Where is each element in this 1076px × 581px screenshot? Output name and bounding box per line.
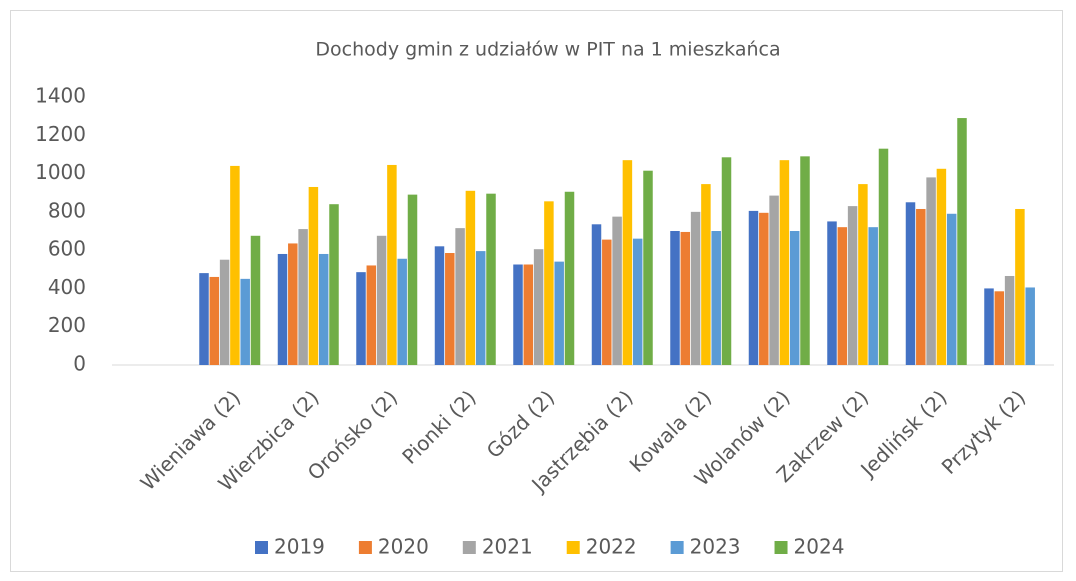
bar	[376, 235, 387, 365]
bar	[868, 227, 878, 365]
y-tick-label: 200	[48, 313, 86, 337]
bar	[366, 265, 377, 365]
bar	[779, 160, 790, 365]
bar	[486, 193, 496, 365]
bar	[957, 118, 967, 365]
bar	[827, 221, 837, 365]
legend-swatch	[566, 541, 580, 554]
bar	[800, 156, 810, 365]
bar	[591, 224, 602, 365]
chart-title: Dochody gmin z udziałów w PIT na 1 miesz…	[315, 39, 780, 61]
bar	[199, 273, 209, 365]
bar	[916, 208, 926, 365]
bar	[533, 249, 544, 365]
legend-label: 2023	[690, 535, 741, 559]
legend-swatch	[255, 541, 268, 554]
bar	[602, 239, 612, 365]
legend-label: 2019	[274, 535, 325, 559]
bar	[277, 253, 288, 365]
legend-swatch	[670, 541, 684, 554]
bar	[356, 272, 366, 365]
bar	[397, 258, 407, 365]
bar	[554, 261, 564, 365]
bar	[298, 229, 308, 365]
bar	[721, 157, 732, 365]
legend-swatch	[462, 541, 476, 554]
bar	[209, 276, 220, 365]
bar	[387, 164, 397, 365]
bar	[1015, 208, 1025, 365]
bar	[329, 204, 339, 365]
bar	[308, 186, 319, 365]
bar	[905, 202, 916, 365]
y-tick-label: 1400	[35, 84, 86, 108]
bar	[250, 235, 261, 365]
bar	[837, 227, 848, 365]
legend-label: 2024	[794, 535, 845, 559]
bar	[612, 216, 622, 365]
bar	[711, 231, 721, 365]
bar	[288, 243, 298, 365]
bar	[748, 210, 759, 365]
bar	[878, 148, 889, 365]
bar	[513, 264, 523, 365]
legend-swatch	[774, 541, 788, 554]
bar	[769, 195, 779, 365]
bar	[230, 165, 240, 365]
bar	[984, 288, 994, 365]
bar	[926, 177, 936, 365]
bar	[632, 238, 643, 365]
bar	[475, 251, 486, 365]
bar	[240, 278, 250, 365]
bar	[1025, 287, 1035, 365]
bar	[544, 201, 554, 365]
bar	[847, 206, 858, 365]
bar	[936, 168, 947, 365]
bar	[670, 231, 680, 365]
bar	[434, 246, 445, 365]
bar	[407, 194, 418, 365]
bar	[690, 211, 701, 365]
y-tick-label: 1000	[35, 160, 86, 184]
y-tick-label: 800	[48, 198, 86, 222]
bar	[219, 259, 230, 365]
bar	[564, 191, 575, 365]
bar	[759, 212, 769, 365]
bar	[445, 253, 455, 365]
bar	[680, 231, 691, 365]
y-tick-label: 1200	[35, 122, 86, 146]
legend-swatch	[358, 541, 372, 554]
bar	[523, 264, 534, 365]
bar	[946, 213, 957, 365]
y-tick-label: 400	[48, 275, 86, 299]
legend-label: 2022	[586, 535, 637, 559]
bar	[789, 231, 800, 365]
y-tick-label: 600	[48, 237, 86, 261]
bar	[318, 253, 329, 365]
bar	[455, 228, 465, 365]
bar	[465, 190, 476, 365]
bar	[622, 160, 633, 365]
legend-label: 2020	[378, 535, 429, 559]
y-tick-label: 0	[73, 352, 86, 376]
legend-label: 2021	[482, 535, 533, 559]
bar	[643, 170, 653, 365]
bar	[994, 291, 1005, 365]
bar	[1004, 275, 1015, 365]
bar	[701, 184, 711, 365]
bar	[858, 184, 868, 365]
